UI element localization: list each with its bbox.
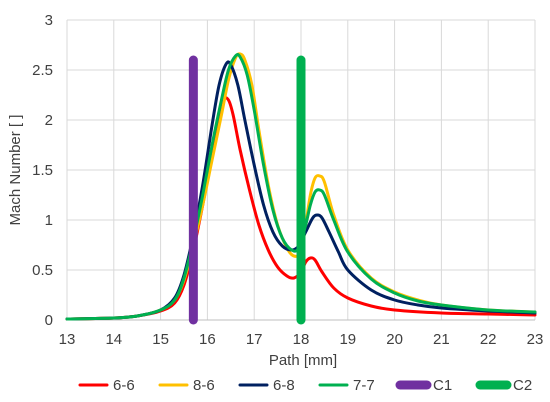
x-tick-label: 21 xyxy=(433,331,450,348)
x-tick-label: 16 xyxy=(199,331,216,348)
series-line-6-6 xyxy=(65,96,537,321)
legend-label-7-7: 7-7 xyxy=(353,377,375,394)
y-axis-title: Mach Number [ ] xyxy=(7,115,24,226)
legend: 6-6 8-6 6-8 7-7 C1 C2 xyxy=(78,377,532,394)
tick-labels: 13 14 15 16 17 18 19 20 21 22 23 0 0.5 1 1.5 2 2.5 3 xyxy=(32,12,543,348)
x-tick-label: 13 xyxy=(59,331,76,348)
x-tick-label: 22 xyxy=(480,331,497,348)
x-axis-title: Path [mm] xyxy=(269,352,337,369)
x-tick-label: 20 xyxy=(386,331,403,348)
x-tick-label: 15 xyxy=(152,331,169,348)
x-tick-label: 18 xyxy=(293,331,310,348)
x-tick-label: 17 xyxy=(246,331,263,348)
y-tick-label: 3 xyxy=(45,12,53,29)
y-tick-label: 1 xyxy=(45,212,53,229)
legend-label-6-8: 6-8 xyxy=(273,377,295,394)
legend-label-6-6: 6-6 xyxy=(113,377,135,394)
legend-label-c2: C2 xyxy=(513,377,532,394)
x-tick-label: 23 xyxy=(527,331,544,348)
y-tick-label: 0.5 xyxy=(32,262,53,279)
x-tick-label: 14 xyxy=(105,331,122,348)
x-tick-label: 19 xyxy=(339,331,356,348)
legend-label-8-6: 8-6 xyxy=(193,377,215,394)
y-tick-label: 0 xyxy=(45,312,53,329)
y-tick-label: 2.5 xyxy=(32,62,53,79)
series-line-7-7 xyxy=(65,52,537,321)
y-tick-label: 1.5 xyxy=(32,162,53,179)
y-tick-label: 2 xyxy=(45,112,53,129)
legend-label-c1: C1 xyxy=(433,377,452,394)
plot-area xyxy=(65,52,537,325)
